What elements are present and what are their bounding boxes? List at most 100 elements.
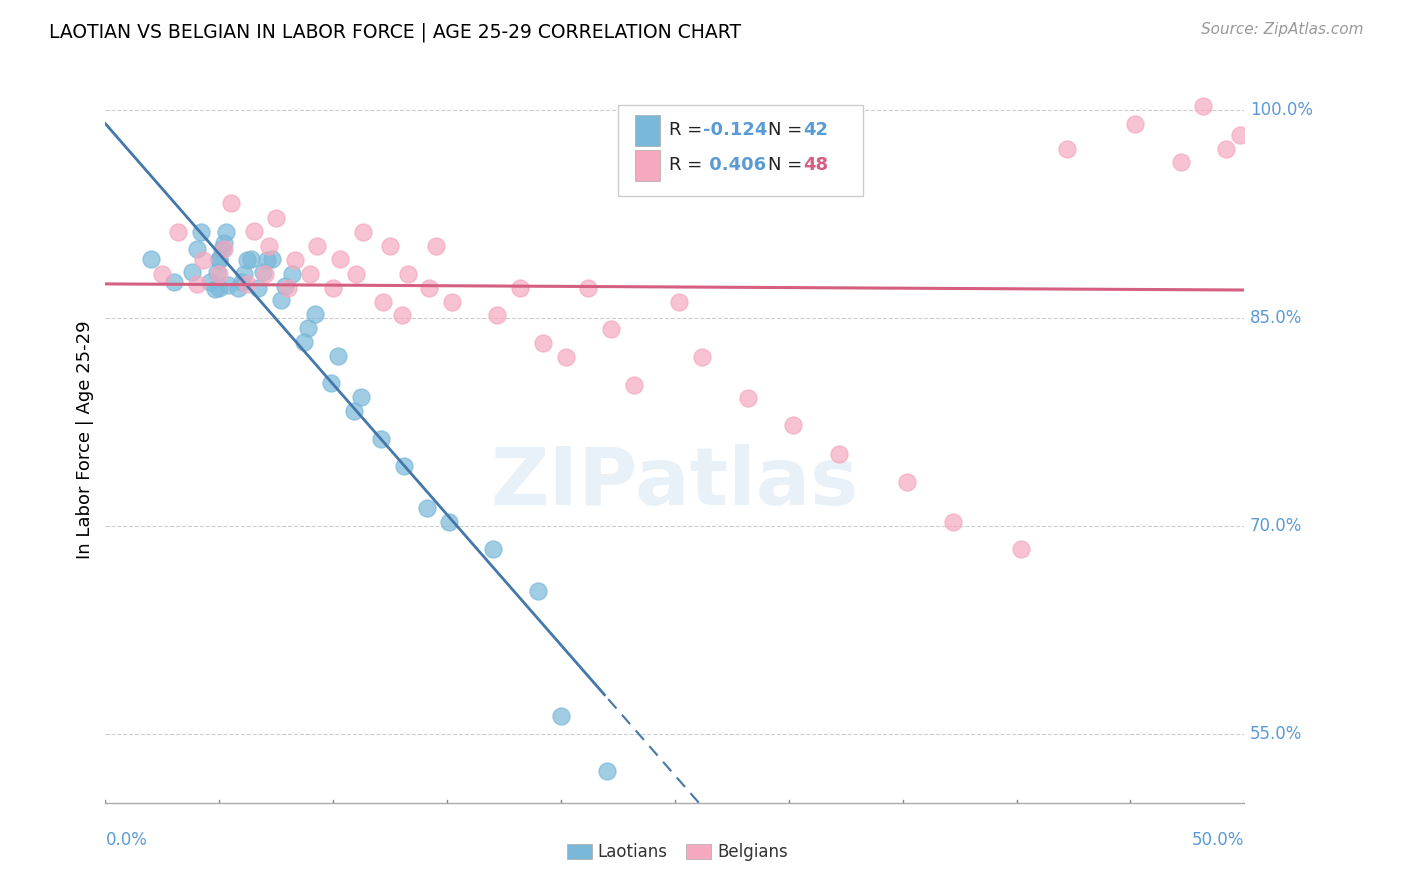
Text: ZIPatlas: ZIPatlas <box>491 444 859 522</box>
Point <box>319 376 342 391</box>
Point <box>292 334 315 349</box>
Point <box>349 390 371 404</box>
Point <box>828 447 851 461</box>
Point <box>252 265 274 279</box>
Point <box>256 252 278 267</box>
Point <box>440 294 463 309</box>
Point <box>392 459 415 474</box>
Point <box>212 236 235 251</box>
Point <box>1170 154 1192 169</box>
Text: 85.0%: 85.0% <box>1250 310 1302 327</box>
Point <box>152 267 174 281</box>
Point <box>418 281 440 295</box>
FancyBboxPatch shape <box>686 844 711 859</box>
Y-axis label: In Labor Force | Age 25-29: In Labor Force | Age 25-29 <box>76 320 94 558</box>
Point <box>200 275 222 289</box>
Point <box>378 239 402 253</box>
Point <box>219 196 242 211</box>
Point <box>668 294 690 309</box>
Point <box>212 242 235 256</box>
Text: N =: N = <box>768 156 808 174</box>
Point <box>270 293 292 307</box>
Text: 55.0%: 55.0% <box>1250 724 1302 742</box>
Point <box>1229 128 1251 143</box>
Point <box>233 267 256 281</box>
Point <box>190 225 212 239</box>
Text: -0.124: -0.124 <box>703 121 768 139</box>
Point <box>163 275 186 289</box>
Point <box>1123 117 1146 131</box>
Point <box>690 350 713 364</box>
Text: Laotians: Laotians <box>598 843 668 861</box>
FancyBboxPatch shape <box>619 105 863 195</box>
Point <box>281 267 304 281</box>
Point <box>373 294 395 309</box>
Point <box>211 242 233 256</box>
Point <box>307 239 329 253</box>
Point <box>737 392 759 406</box>
Point <box>235 277 257 291</box>
Point <box>481 542 503 557</box>
Point <box>186 277 208 291</box>
Point <box>205 265 228 279</box>
Point <box>439 515 461 529</box>
Point <box>235 252 257 267</box>
Point <box>231 275 253 289</box>
Text: R =: R = <box>669 156 709 174</box>
Point <box>217 277 239 292</box>
Point <box>299 267 322 281</box>
Text: R =: R = <box>669 121 709 139</box>
Text: Source: ZipAtlas.com: Source: ZipAtlas.com <box>1201 22 1364 37</box>
Point <box>415 500 437 515</box>
Point <box>623 377 645 392</box>
Point <box>782 417 804 432</box>
Point <box>242 224 264 238</box>
Point <box>352 225 374 239</box>
Point <box>600 322 623 336</box>
Point <box>283 252 305 267</box>
Point <box>240 252 263 266</box>
Point <box>253 267 276 281</box>
Point <box>139 252 162 266</box>
Text: 0.406: 0.406 <box>703 156 766 174</box>
Point <box>208 252 231 267</box>
Text: 70.0%: 70.0% <box>1250 516 1302 535</box>
Text: 48: 48 <box>804 156 828 174</box>
Point <box>277 281 299 295</box>
Point <box>208 252 231 266</box>
Text: 0.0%: 0.0% <box>105 830 148 848</box>
Point <box>425 239 447 253</box>
Point <box>343 404 366 418</box>
Point <box>181 265 204 279</box>
FancyBboxPatch shape <box>567 844 592 859</box>
Point <box>259 239 281 253</box>
Point <box>527 583 550 598</box>
Point <box>304 307 326 321</box>
Text: 100.0%: 100.0% <box>1250 102 1313 120</box>
Point <box>370 432 392 446</box>
Point <box>215 225 238 239</box>
Point <box>329 252 352 266</box>
Point <box>322 281 344 295</box>
Point <box>391 309 413 323</box>
Point <box>1010 542 1032 557</box>
Point <box>595 764 617 778</box>
Point <box>550 708 572 723</box>
Point <box>1215 142 1237 156</box>
Point <box>186 242 208 256</box>
Point <box>274 279 297 293</box>
Point <box>167 225 190 239</box>
Point <box>260 252 283 266</box>
Point <box>486 309 509 323</box>
FancyBboxPatch shape <box>636 115 659 145</box>
Point <box>204 282 226 296</box>
Point <box>193 252 215 267</box>
Point <box>509 281 531 295</box>
Point <box>531 336 554 351</box>
Point <box>576 281 599 295</box>
Text: Belgians: Belgians <box>717 843 787 861</box>
Point <box>344 267 367 281</box>
Point <box>554 350 576 364</box>
Point <box>326 349 349 363</box>
Point <box>396 267 419 281</box>
